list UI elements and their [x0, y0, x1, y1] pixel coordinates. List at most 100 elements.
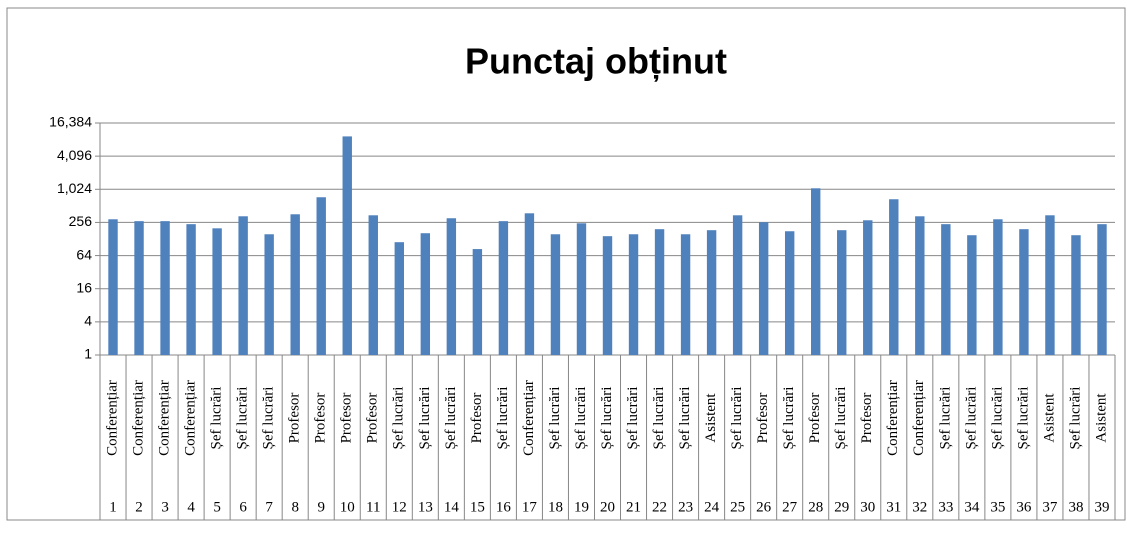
- x-tick-label: Profesor: [313, 393, 329, 444]
- x-category-number: 7: [265, 499, 273, 515]
- x-tick-label: Conferențiar: [183, 380, 199, 456]
- bar: [863, 220, 873, 355]
- x-category-number: 11: [366, 499, 380, 515]
- x-tick-label: Șef lucrări: [417, 387, 433, 450]
- x-tick-label: Șef lucrări: [391, 387, 407, 450]
- y-tick-label: 4,096: [57, 147, 92, 163]
- bar: [238, 216, 248, 355]
- x-category-number: 14: [444, 499, 460, 515]
- x-category-number: 13: [418, 499, 433, 515]
- bar: [472, 249, 483, 355]
- x-tick-label: Conferențiar: [911, 380, 927, 456]
- x-tick-label: Asistent: [1093, 393, 1109, 443]
- chart-border: [6, 7, 1126, 521]
- x-tick-label: Șef lucrări: [729, 387, 745, 450]
- x-category-number: 37: [1042, 499, 1058, 515]
- x-tick-label: Profesor: [859, 393, 875, 444]
- x-category-number: 9: [317, 499, 325, 515]
- x-tick-label: Șef lucrări: [677, 387, 693, 450]
- x-tick-label: Profesor: [469, 393, 485, 444]
- x-category-number: 35: [990, 499, 1005, 515]
- y-tick-label: 64: [76, 246, 92, 262]
- x-category-number: 28: [808, 499, 823, 515]
- bar: [498, 221, 509, 355]
- x-tick-label: Asistent: [1041, 393, 1057, 443]
- bar: [212, 228, 222, 355]
- bar: [680, 234, 691, 355]
- x-category-number: 36: [1016, 499, 1032, 515]
- bar: [134, 221, 144, 355]
- x-category-number: 25: [730, 499, 745, 515]
- bar: [394, 242, 404, 355]
- x-category-number: 20: [600, 499, 615, 515]
- bar: [602, 236, 613, 355]
- bar: [576, 223, 587, 355]
- x-category-number: 29: [834, 499, 849, 515]
- x-category-number: 15: [470, 499, 485, 515]
- y-tick-label: 1: [84, 346, 92, 362]
- y-tick-label: 1,024: [57, 180, 92, 196]
- x-category-number: 32: [912, 499, 927, 515]
- x-category-number: 16: [496, 499, 512, 515]
- x-tick-label: Șef lucrări: [547, 387, 563, 450]
- bar: [706, 230, 717, 355]
- bar: [941, 224, 951, 355]
- x-tick-label: Șef lucrări: [1067, 387, 1083, 450]
- x-tick-label: Conferențiar: [157, 380, 173, 456]
- x-tick-label: Profesor: [339, 393, 355, 444]
- x-category-number: 10: [340, 499, 355, 515]
- x-category-number: 6: [239, 499, 247, 515]
- x-category-number: 21: [626, 499, 641, 515]
- bar: [420, 233, 431, 355]
- y-tick-label: 16: [76, 279, 92, 295]
- x-tick-label: Șef lucrări: [963, 387, 979, 450]
- bar: [811, 188, 821, 355]
- chart-title: Punctaj obținut: [465, 41, 727, 83]
- x-tick-label: Profesor: [755, 393, 771, 444]
- bar: [784, 231, 795, 355]
- x-tick-label: Conferențiar: [885, 380, 901, 456]
- bar: [732, 215, 743, 355]
- bar: [837, 230, 847, 355]
- y-tick-label: 4: [84, 313, 92, 329]
- x-tick-label: Șef lucrări: [937, 387, 953, 450]
- y-tick-label: 256: [69, 213, 93, 229]
- bar: [316, 197, 326, 355]
- x-tick-label: Profesor: [807, 393, 823, 444]
- bar: [628, 234, 639, 355]
- bar: [1045, 215, 1055, 355]
- x-category-number: 23: [678, 499, 693, 515]
- x-category-number: 31: [886, 499, 901, 515]
- bar: [654, 229, 665, 355]
- x-tick-label: Șef lucrări: [209, 387, 225, 450]
- bar: [1019, 229, 1029, 355]
- x-tick-label: Conferențiar: [521, 380, 537, 456]
- bar: [889, 199, 899, 355]
- x-tick-label: Șef lucrări: [989, 387, 1005, 450]
- bar: [446, 218, 457, 355]
- x-tick-label: Șef lucrări: [573, 387, 589, 450]
- bar: [758, 222, 769, 355]
- bar: [967, 235, 977, 355]
- x-category-number: 3: [161, 499, 169, 515]
- x-tick-label: Șef lucrări: [235, 387, 251, 450]
- x-tick-label: Conferențiar: [104, 380, 120, 456]
- bar: [550, 234, 561, 355]
- x-category-number: 8: [291, 499, 299, 515]
- x-category-number: 30: [860, 499, 875, 515]
- x-category-number: 2: [135, 499, 143, 515]
- bar: [993, 219, 1003, 355]
- x-tick-label: Conferențiar: [130, 380, 146, 456]
- x-tick-label: Profesor: [287, 393, 303, 444]
- bar: [264, 234, 274, 355]
- x-tick-label: Șef lucrări: [261, 387, 277, 450]
- bar: [108, 219, 118, 355]
- x-category-number: 26: [756, 499, 772, 515]
- bar: [290, 214, 300, 355]
- x-category-number: 34: [964, 499, 980, 515]
- x-tick-label: Șef lucrări: [833, 387, 849, 450]
- x-category-number: 4: [187, 499, 195, 515]
- x-category-number: 39: [1094, 499, 1109, 515]
- bar: [186, 224, 196, 355]
